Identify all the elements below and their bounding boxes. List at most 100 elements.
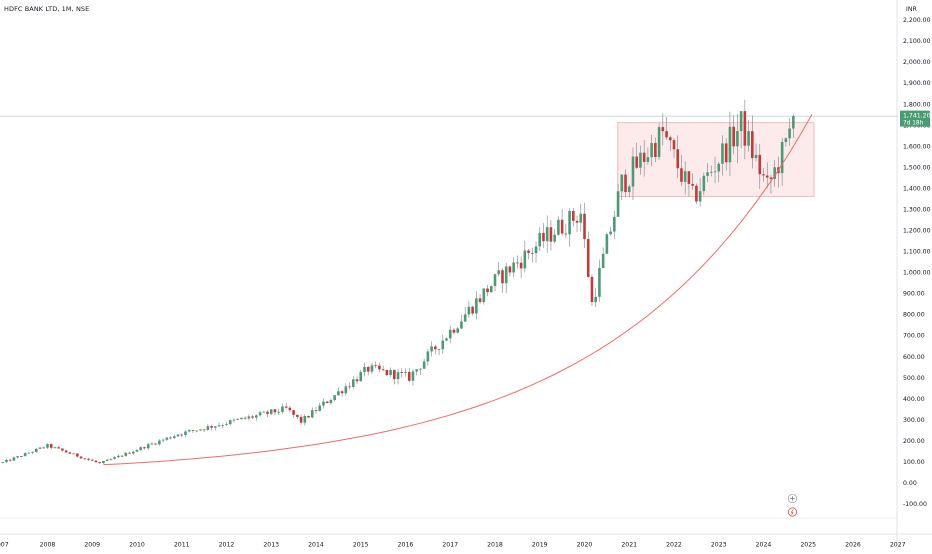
candle[interactable] [609, 231, 612, 235]
candle[interactable] [415, 369, 418, 372]
candle[interactable] [180, 434, 184, 436]
candle[interactable] [351, 379, 355, 387]
candle[interactable] [598, 268, 601, 297]
candle[interactable] [538, 232, 542, 247]
candle[interactable] [594, 296, 597, 303]
candle[interactable] [363, 366, 366, 373]
candle[interactable] [616, 191, 620, 217]
candle[interactable] [255, 415, 258, 418]
candle[interactable] [1, 462, 5, 463]
candle[interactable] [90, 459, 94, 461]
candle[interactable] [187, 430, 191, 432]
candle[interactable] [702, 175, 706, 192]
candle[interactable] [225, 424, 228, 425]
candle[interactable] [724, 143, 728, 163]
candle[interactable] [709, 171, 713, 173]
candle[interactable] [277, 411, 281, 413]
candle[interactable] [721, 143, 724, 164]
candle[interactable] [87, 458, 90, 460]
candle[interactable] [79, 456, 83, 459]
candle[interactable] [553, 234, 556, 242]
candle[interactable] [691, 183, 694, 186]
candle[interactable] [512, 262, 515, 273]
candle[interactable] [42, 447, 46, 449]
candle[interactable] [445, 338, 448, 341]
candle[interactable] [437, 349, 441, 350]
candle[interactable] [762, 174, 765, 176]
candle[interactable] [53, 447, 57, 449]
candle[interactable] [657, 127, 661, 157]
candle[interactable] [739, 111, 743, 132]
trend-curve[interactable] [103, 114, 813, 466]
candle[interactable] [564, 233, 568, 235]
candle[interactable] [337, 391, 340, 396]
candle[interactable] [303, 415, 307, 423]
candle[interactable] [780, 141, 784, 174]
candle[interactable] [61, 448, 64, 451]
candle[interactable] [143, 447, 146, 449]
candle[interactable] [482, 288, 486, 303]
candle[interactable] [620, 174, 624, 192]
candle[interactable] [613, 216, 616, 232]
candle[interactable] [16, 456, 19, 458]
candle[interactable] [258, 412, 262, 416]
candle[interactable] [12, 457, 16, 461]
candle[interactable] [113, 457, 116, 460]
candle[interactable] [199, 429, 202, 431]
candle[interactable] [191, 430, 195, 431]
candle[interactable] [475, 298, 478, 314]
candle[interactable] [310, 410, 314, 418]
candle[interactable] [639, 152, 642, 168]
candle[interactable] [38, 447, 42, 449]
candle[interactable] [732, 126, 735, 147]
candle[interactable] [452, 329, 456, 333]
candle[interactable] [333, 395, 336, 401]
candle[interactable] [713, 171, 717, 173]
candle[interactable] [195, 430, 198, 432]
candle[interactable] [549, 227, 553, 242]
candle[interactable] [765, 175, 769, 178]
candle[interactable] [344, 386, 348, 394]
candle[interactable] [83, 458, 87, 460]
candle[interactable] [292, 410, 295, 415]
candle[interactable] [463, 314, 467, 322]
plus-circle-icon[interactable] [787, 493, 798, 504]
candle[interactable] [307, 415, 310, 418]
candle[interactable] [284, 406, 288, 408]
candle[interactable] [758, 154, 762, 175]
candle[interactable] [228, 420, 232, 425]
candle[interactable] [131, 451, 135, 454]
candle[interactable] [266, 411, 269, 414]
candle[interactable] [281, 406, 284, 412]
candle[interactable] [98, 462, 102, 464]
candle[interactable] [322, 401, 325, 406]
candle[interactable] [232, 419, 236, 421]
candle[interactable] [751, 131, 754, 159]
candle[interactable] [668, 137, 672, 141]
candle[interactable] [501, 270, 504, 284]
candle[interactable] [575, 220, 579, 223]
candle[interactable] [128, 452, 131, 454]
candle[interactable] [557, 219, 560, 235]
candle[interactable] [430, 346, 433, 352]
candle[interactable] [124, 452, 128, 456]
candle[interactable] [680, 168, 683, 182]
candle[interactable] [262, 411, 266, 413]
candle[interactable] [486, 288, 489, 293]
candle[interactable] [434, 346, 437, 350]
candle[interactable] [717, 163, 721, 172]
candle[interactable] [530, 252, 534, 254]
candle[interactable] [572, 211, 575, 221]
candle[interactable] [359, 372, 363, 382]
candle[interactable] [422, 361, 426, 369]
candle[interactable] [161, 439, 165, 441]
candle[interactable] [27, 452, 31, 454]
candle[interactable] [769, 177, 773, 179]
candle[interactable] [23, 453, 27, 457]
candle[interactable] [676, 149, 680, 169]
lightning-circle-icon[interactable] [787, 507, 798, 517]
candle[interactable] [169, 437, 172, 439]
candle[interactable] [460, 321, 463, 329]
candle[interactable] [72, 453, 75, 455]
